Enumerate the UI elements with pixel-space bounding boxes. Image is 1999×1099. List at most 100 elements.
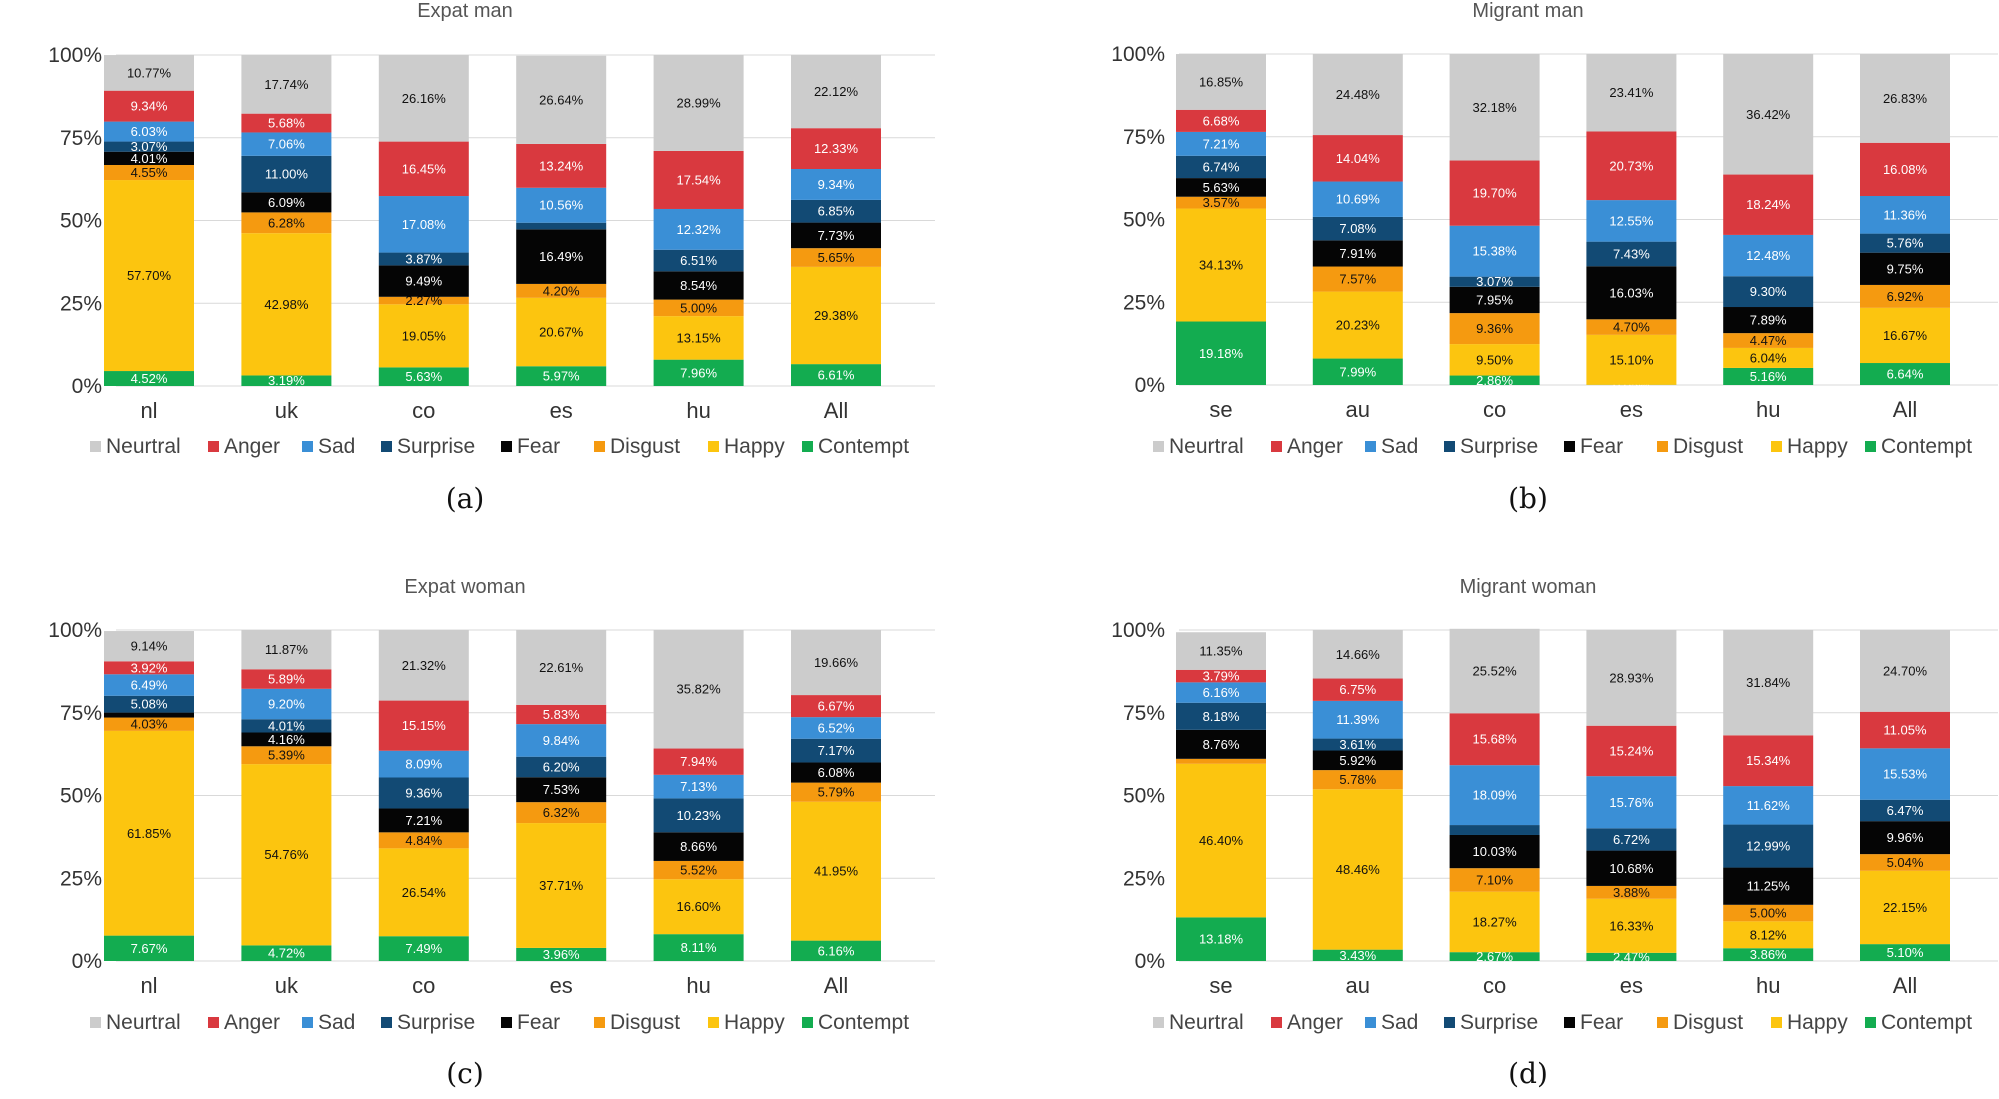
data-label-neurtral-nl: 10.77% [127,65,172,80]
legend-swatch-disgust [594,441,605,452]
data-label-disgust-uk: 5.39% [268,748,305,763]
data-label-anger-hu: 7.94% [680,754,717,769]
legend-swatch-contempt [802,1017,813,1028]
data-label-disgust-co: 9.36% [1476,321,1513,336]
data-label-fear-all: 6.08% [818,765,855,780]
legend-label-contempt: Contempt [818,435,909,458]
data-label-surprise-se: 6.74% [1203,159,1240,174]
data-label-disgust-es: 6.32% [543,805,580,820]
data-label-neurtral-hu: 36.42% [1746,107,1791,122]
data-label-disgust-co: 4.84% [405,833,442,848]
bar-segment-surprise-es [516,223,606,230]
legend-swatch-anger [208,441,219,452]
data-label-neurtral-se: 16.85% [1199,74,1244,89]
data-label-disgust-nl: 4.03% [131,717,168,732]
data-label-contempt-nl: 4.52% [131,371,168,386]
data-label-happy-nl: 57.70% [127,268,172,283]
data-label-neurtral-uk: 11.87% [265,642,309,657]
data-label-happy-uk: 42.98% [264,297,309,312]
data-label-happy-all: 22.15% [1883,900,1928,915]
data-label-anger-hu: 18.24% [1746,197,1791,212]
data-label-anger-se: 3.79% [1203,669,1240,684]
data-label-sad-hu: 11.62% [1747,798,1791,813]
data-label-contempt-all: 6.16% [818,943,855,958]
y-tick-label: 25% [1123,867,1165,890]
legend-label-happy: Happy [1787,435,1848,458]
chart-title: Migrant woman [1460,576,1597,598]
data-label-disgust-all: 5.04% [1887,855,1924,870]
x-tick-label: es [1620,397,1643,422]
data-label-sad-all: 6.52% [818,720,855,735]
data-label-fear-au: 5.92% [1339,753,1376,768]
data-label-sad-all: 15.53% [1883,767,1928,782]
data-label-happy-co: 26.54% [402,885,447,900]
legend-swatch-anger [1271,1017,1282,1028]
panel-caption: (d) [1508,1057,1548,1090]
x-tick-label: uk [275,398,299,423]
x-tick-label: co [412,973,435,998]
data-label-anger-all: 16.08% [1883,162,1928,177]
y-tick-label: 50% [60,785,102,808]
data-label-sad-all: 11.36% [1883,207,1927,222]
data-label-surprise-hu: 6.51% [680,253,717,268]
data-label-disgust-all: 5.79% [818,785,855,800]
data-label-disgust-au: 7.57% [1339,272,1376,287]
data-label-anger-all: 6.67% [818,699,855,714]
data-label-happy-es: 15.10% [1609,352,1654,367]
legend-label-neurtral: Neurtral [106,1011,181,1034]
data-label-disgust-hu: 5.00% [1750,906,1787,921]
panel-caption: (b) [1508,482,1548,515]
data-label-sad-nl: 6.03% [131,124,168,139]
y-tick-label: 75% [1123,702,1165,725]
data-label-anger-co: 15.68% [1473,732,1518,747]
data-label-sad-es: 10.56% [539,198,584,213]
data-label-fear-es: 10.68% [1609,861,1654,876]
data-label-surprise-co: 9.36% [405,785,442,800]
data-label-disgust-es: 3.88% [1613,885,1650,900]
legend-label-surprise: Surprise [397,1011,475,1034]
data-label-disgust-es: 4.70% [1613,320,1650,335]
chart-panel-migrant-man: Migrant man0%25%50%75%100%19.18%34.13%3.… [1111,0,1998,515]
data-label-disgust-hu: 4.47% [1750,333,1787,348]
data-label-anger-all: 12.33% [814,141,859,156]
data-label-surprise-es: 6.72% [1613,832,1650,847]
data-label-happy-nl: 61.85% [127,826,172,841]
legend-swatch-neurtral [1153,441,1164,452]
data-label-neurtral-all: 24.70% [1883,663,1928,678]
legend-swatch-surprise [381,1017,392,1028]
legend-label-happy: Happy [724,1011,785,1034]
legend-swatch-contempt [1865,441,1876,452]
data-label-contempt-hu: 3.86% [1750,947,1787,962]
legend-swatch-anger [208,1017,219,1028]
data-label-sad-co: 15.38% [1473,244,1518,259]
y-tick-label: 50% [1123,785,1165,808]
data-label-neurtral-au: 24.48% [1336,87,1381,102]
legend-label-fear: Fear [1580,1011,1623,1034]
data-label-surprise-uk: 4.01% [268,718,305,733]
data-label-fear-se: 8.76% [1203,737,1240,752]
y-tick-label: 100% [1111,43,1165,66]
data-label-neurtral-all: 22.12% [814,84,859,99]
data-label-sad-se: 7.21% [1203,136,1240,151]
data-label-happy-uk: 54.76% [264,847,309,862]
data-label-neurtral-es: 28.93% [1609,670,1654,685]
data-label-sad-nl: 6.49% [131,678,168,693]
legend-swatch-neurtral [1153,1017,1164,1028]
data-label-contempt-all: 5.10% [1887,945,1924,960]
data-label-happy-co: 18.27% [1473,914,1518,929]
data-label-contempt-es: 3.96% [543,947,580,962]
x-tick-label: All [824,973,848,998]
bar-segment-disgust-se [1176,759,1266,764]
data-label-fear-es: 16.03% [1609,285,1654,300]
x-tick-label: au [1346,973,1370,998]
data-label-fear-co: 9.49% [405,274,442,289]
data-label-fear-es: 16.49% [539,249,584,264]
legend-swatch-sad [1365,1017,1376,1028]
data-label-happy-se: 46.40% [1199,833,1244,848]
data-label-sad-uk: 9.20% [268,697,305,712]
data-label-neurtral-all: 26.83% [1883,91,1928,106]
legend-label-sad: Sad [1381,1011,1418,1034]
legend-label-surprise: Surprise [1460,435,1538,458]
